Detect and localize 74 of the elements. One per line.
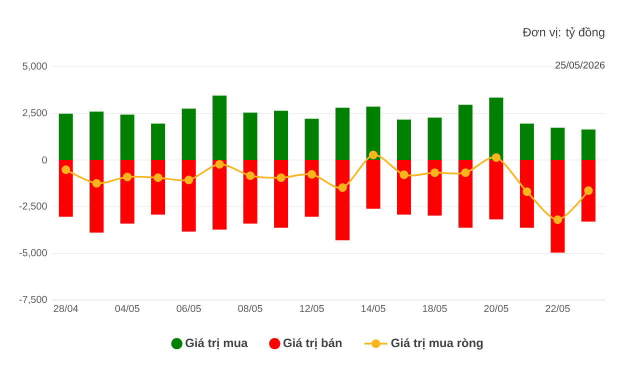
point: [430, 168, 440, 178]
bar: [458, 160, 472, 228]
text: Đơn vị: tỷ đồng: [522, 27, 604, 39]
bar: [581, 160, 596, 222]
bar: [58, 160, 73, 217]
legend-label: Giá trị mua ròng: [391, 338, 483, 350]
bar: [458, 104, 472, 160]
bar: [151, 124, 166, 160]
x-tick-label: 22/05: [546, 304, 570, 312]
x-tick-label: 04/05: [115, 304, 140, 312]
bar: [366, 106, 380, 160]
y-tick-label: -2,500: [19, 202, 47, 211]
bar: [366, 160, 380, 209]
point: [307, 170, 316, 179]
bar: [90, 160, 104, 233]
bar: [212, 96, 227, 160]
x-tick-label: 18/05: [422, 304, 447, 312]
bar: [336, 108, 350, 160]
bar: [550, 128, 565, 160]
point: [246, 171, 255, 180]
point: [553, 215, 562, 224]
point: [338, 183, 347, 192]
legend-label: Giá trị bán: [283, 338, 342, 350]
point: [215, 160, 224, 169]
x-tick-label: 06/05: [176, 304, 201, 312]
x-tick-label: 08/05: [238, 304, 262, 312]
x-tick-label: 28/04: [54, 304, 78, 312]
annotation: 25/05/2026: [556, 61, 605, 69]
bar: [304, 160, 319, 217]
point: [492, 153, 501, 162]
bar: [182, 160, 196, 232]
point: [154, 173, 162, 182]
bar: [151, 160, 166, 215]
bar: [304, 118, 319, 160]
bar: [489, 160, 504, 220]
bar: [120, 114, 134, 160]
bar: [428, 160, 442, 216]
bar: [212, 160, 227, 230]
x-tick-label: 14/05: [361, 304, 386, 312]
bar: [336, 160, 350, 240]
y-tick-label: -5,000: [19, 249, 47, 258]
point: [584, 186, 593, 195]
bar: [428, 118, 442, 160]
legend-label: Giá trị mua: [186, 338, 248, 350]
bar: [274, 110, 288, 160]
bar: [520, 124, 534, 160]
bar: [396, 120, 411, 160]
point: [400, 170, 408, 180]
y-tick-label: -7,500: [19, 296, 47, 304]
bar: [182, 108, 196, 160]
bar: [274, 160, 288, 228]
point: [522, 187, 532, 196]
x-tick-label: 20/05: [484, 304, 508, 312]
bar: [520, 160, 534, 228]
point: [62, 165, 70, 174]
bar: [120, 160, 134, 224]
point: [122, 172, 132, 182]
point: [92, 178, 101, 188]
bar: [550, 160, 565, 253]
y-tick-label: 5,000: [22, 62, 47, 71]
bar: [489, 98, 504, 160]
bar: [243, 112, 258, 160]
point: [276, 173, 286, 182]
bar: [58, 114, 73, 160]
point: [184, 176, 194, 184]
point: [368, 150, 378, 160]
bar: [581, 130, 596, 160]
bar: [90, 112, 104, 160]
y-tick-label: 0: [42, 156, 47, 164]
point: [461, 168, 470, 178]
y-tick-label: 2,500: [22, 109, 47, 118]
x-tick-label: 12/05: [300, 304, 324, 312]
bar: [396, 160, 411, 215]
bar: [243, 160, 258, 224]
